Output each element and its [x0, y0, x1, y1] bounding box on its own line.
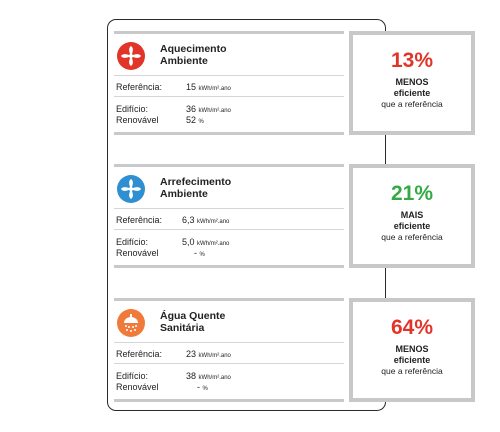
section-info-panel: Arrefecimento Ambiente Referência: 6,3 k… [114, 164, 344, 268]
renovavel-value: - % [194, 248, 205, 258]
efficiency-percent: 21% [390, 182, 434, 205]
comparison-word: MAIS [400, 210, 424, 220]
divider [114, 96, 344, 97]
referencia-label: Referência: [116, 82, 163, 92]
divider [114, 229, 344, 230]
efficiency-box: 21% MAIS eficiente que a referência [349, 164, 475, 268]
renovavel-value: - % [197, 382, 208, 392]
renovavel-label: Renovável [116, 382, 159, 392]
efficiency-percent: 13% [390, 49, 434, 72]
referencia-label: Referência: [116, 215, 163, 225]
referencia-value: 6,3 kWh/m².ano [182, 215, 230, 225]
fan-icon [117, 42, 145, 70]
edificio-label: Edifício: [116, 104, 149, 114]
reference-text: que a referência [381, 99, 443, 109]
section-aquecimento: Aquecimento Ambiente Referência: 15 kWh/… [108, 31, 475, 141]
section-info-panel: Água Quente Sanitária Referência: 23 kWh… [114, 298, 344, 402]
section-title: Água Quente Sanitária [160, 310, 226, 334]
section-info-panel: Aquecimento Ambiente Referência: 15 kWh/… [114, 31, 344, 135]
renovavel-label: Renovável [116, 248, 159, 258]
section-arrefecimento: Arrefecimento Ambiente Referência: 6,3 k… [108, 164, 475, 274]
energy-certificate-card: Aquecimento Ambiente Referência: 15 kWh/… [107, 19, 475, 411]
reference-text: que a referência [381, 366, 443, 376]
section-title: Aquecimento Ambiente [160, 43, 227, 67]
referencia-value: 23 kWh/m².ano [186, 349, 231, 359]
edificio-value: 38 kWh/m².ano [186, 371, 231, 381]
divider [114, 342, 344, 343]
fan-icon [117, 175, 145, 203]
efficiency-percent: 64% [390, 316, 434, 339]
referencia-value: 15 kWh/m².ano [186, 82, 231, 92]
shower-icon [117, 309, 145, 337]
efficiency-word: eficiente [393, 88, 431, 98]
edificio-value: 36 kWh/m².ano [186, 104, 231, 114]
comparison-word: MENOS [395, 77, 429, 87]
renovavel-label: Renovável [116, 115, 159, 125]
edificio-label: Edifício: [116, 371, 149, 381]
renovavel-value: 52 % [186, 115, 204, 125]
divider [114, 363, 344, 364]
reference-text: que a referência [381, 232, 443, 242]
efficiency-box: 64% MENOS eficiente que a referência [349, 298, 475, 402]
efficiency-box: 13% MENOS eficiente que a referência [349, 31, 475, 135]
divider [114, 75, 344, 76]
edificio-value: 5,0 kWh/m².ano [182, 237, 230, 247]
efficiency-word: eficiente [393, 221, 431, 231]
efficiency-word: eficiente [393, 355, 431, 365]
edificio-label: Edifício: [116, 237, 149, 247]
divider [114, 208, 344, 209]
referencia-label: Referência: [116, 349, 163, 359]
section-agua-quente: Água Quente Sanitária Referência: 23 kWh… [108, 298, 475, 408]
comparison-word: MENOS [395, 344, 429, 354]
section-title: Arrefecimento Ambiente [160, 176, 232, 200]
